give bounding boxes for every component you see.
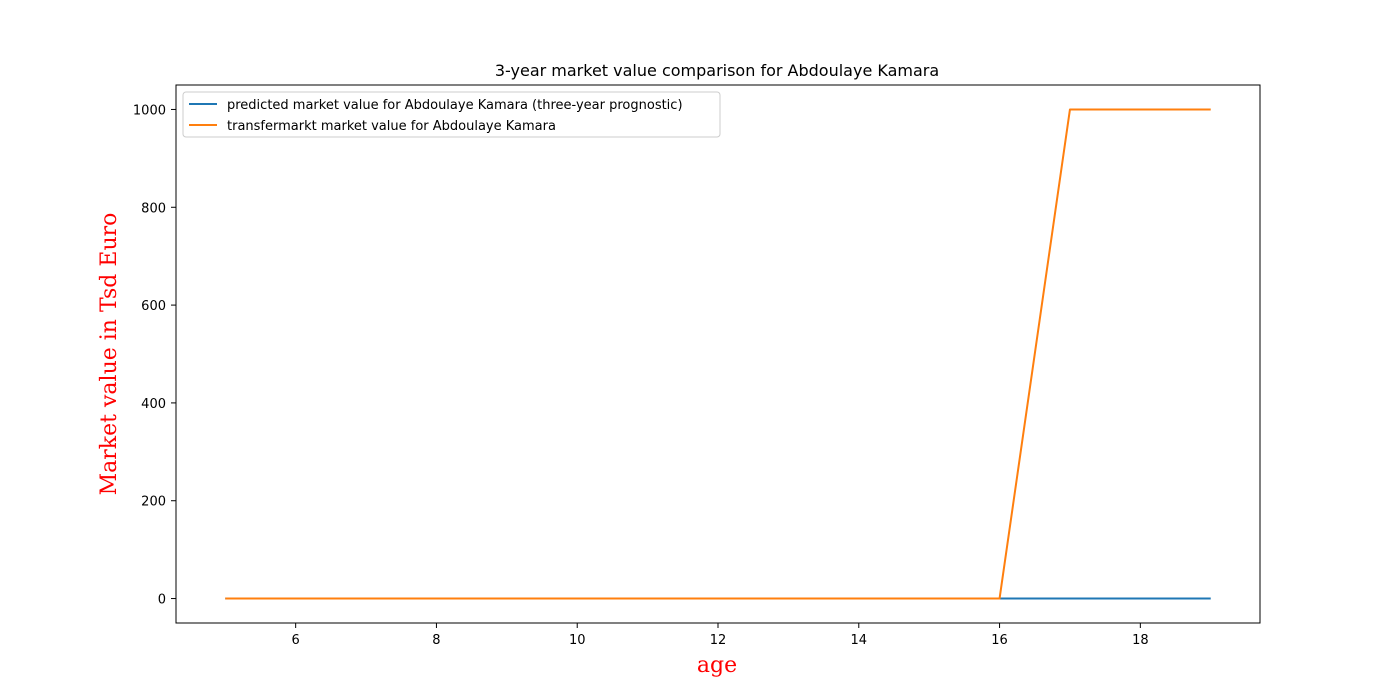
plot-area: 6 8 10 12 14 16 18 0 200 400 600 800 1000 predicted m… xyxy=(133,84,1261,648)
x-tick-label: 12 xyxy=(710,633,727,648)
x-tick-label: 10 xyxy=(569,633,586,648)
y-tick-label: 600 xyxy=(141,299,166,314)
plot-frame xyxy=(175,84,1261,624)
y-axis-label: Market value in Tsd Euro xyxy=(97,213,122,496)
y-tick-label: 400 xyxy=(141,397,166,412)
y-tick-label: 1000 xyxy=(133,103,166,118)
y-tick-label: 800 xyxy=(141,201,166,216)
legend-label-2: transfermarkt market value for Abdoulaye… xyxy=(227,119,556,134)
y-tick-label: 200 xyxy=(141,495,166,510)
legend-label-1: predicted market value for Abdoulaye Kam… xyxy=(227,98,683,113)
legend-box xyxy=(182,91,721,138)
x-tick-label: 6 xyxy=(292,633,300,648)
chart-title: 3-year market value comparison for Abdou… xyxy=(495,61,939,80)
x-tick-label: 14 xyxy=(851,633,868,648)
series-line-2 xyxy=(225,108,1211,600)
x-tick-label: 18 xyxy=(1132,633,1149,648)
x-axis-label: age xyxy=(697,653,737,678)
x-tick-label: 8 xyxy=(432,633,440,648)
y-tick-label: 0 xyxy=(158,593,166,608)
x-tick-label: 16 xyxy=(991,633,1008,648)
